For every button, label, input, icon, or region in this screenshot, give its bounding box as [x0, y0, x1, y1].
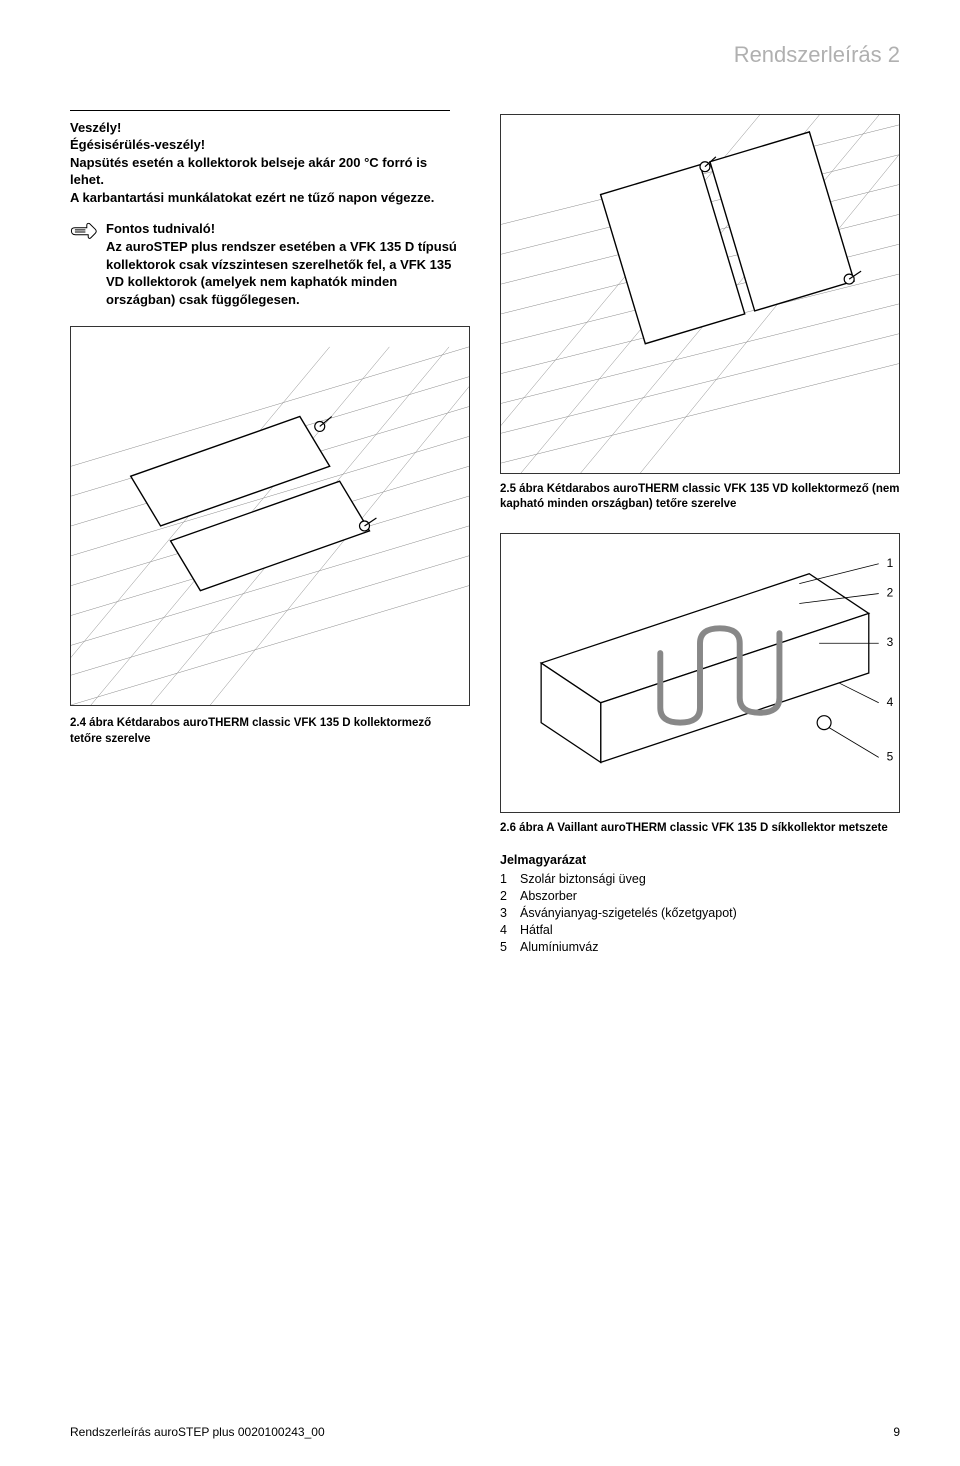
fig25-caption-lead: 2.5 ábra — [500, 483, 543, 495]
fig25-drawing — [501, 115, 899, 473]
fig24-caption-lead: 2.4 ábra — [70, 717, 113, 729]
legend-text: Ásványianyag-szigetelés (kőzetgyapot) — [520, 905, 737, 922]
fig26-caption: 2.6 ábra A Vaillant auroTHERM classic VF… — [500, 821, 900, 837]
fig26-drawing: 1 2 3 4 5 — [501, 534, 899, 812]
legend-text: Alumíniumváz — [520, 939, 599, 956]
important-notice: Fontos tudnivaló! Az auroSTEP plus rends… — [70, 220, 470, 308]
warning-subtitle: Égésisérülés-veszély! — [70, 136, 450, 154]
legend-text: Abszorber — [520, 888, 577, 905]
callout-1: 1 — [887, 555, 894, 569]
figure-2-6: 1 2 3 4 5 — [500, 533, 900, 813]
legend-num: 1 — [500, 871, 512, 888]
legend-num: 3 — [500, 905, 512, 922]
pointing-hand-icon — [70, 221, 98, 243]
legend-row-2: 2 Abszorber — [500, 888, 900, 905]
fig25-caption-rest: Kétdarabos auroTHERM classic VFK 135 VD … — [500, 483, 899, 511]
legend-row-4: 4 Hátfal — [500, 922, 900, 939]
footer-doc-id: Rendszerleírás auroSTEP plus 0020100243_… — [70, 1424, 325, 1440]
right-column: 2.5 ábra Kétdarabos auroTHERM classic VF… — [500, 110, 900, 956]
page-footer: Rendszerleírás auroSTEP plus 0020100243_… — [70, 1424, 900, 1440]
legend: Jelmagyarázat 1 Szolár biztonsági üveg 2… — [500, 852, 900, 955]
fig26-caption-lead: 2.6 ábra — [500, 822, 543, 834]
legend-title: Jelmagyarázat — [500, 852, 900, 869]
fig24-caption-rest: Kétdarabos auroTHERM classic VFK 135 D k… — [70, 717, 431, 745]
warning-body-2: A karbantartási munkálatokat ezért ne tű… — [70, 189, 450, 207]
callout-3: 3 — [887, 635, 894, 649]
fig24-caption: 2.4 ábra Kétdarabos auroTHERM classic VF… — [70, 716, 460, 747]
notice-body: Az auroSTEP plus rendszer esetében a VFK… — [106, 238, 470, 308]
legend-text: Hátfal — [520, 922, 553, 939]
callout-4: 4 — [887, 694, 894, 708]
legend-row-3: 3 Ásványianyag-szigetelés (kőzetgyapot) — [500, 905, 900, 922]
legend-num: 2 — [500, 888, 512, 905]
warning-title: Veszély! — [70, 119, 450, 137]
left-column: Veszély! Égésisérülés-veszély! Napsütés … — [70, 110, 470, 956]
fig26-caption-rest: A Vaillant auroTHERM classic VFK 135 D s… — [546, 822, 888, 834]
fig24-drawing — [71, 327, 469, 705]
footer-page-number: 9 — [893, 1424, 900, 1440]
page-section-title: Rendszerleírás 2 — [70, 40, 900, 70]
legend-num: 5 — [500, 939, 512, 956]
callout-5: 5 — [887, 749, 894, 763]
callout-2: 2 — [887, 585, 894, 599]
figure-2-5 — [500, 114, 900, 474]
legend-row-5: 5 Alumíniumváz — [500, 939, 900, 956]
warning-body-1: Napsütés esetén a kollektorok belseje ak… — [70, 154, 450, 189]
legend-num: 4 — [500, 922, 512, 939]
danger-warning: Veszély! Égésisérülés-veszély! Napsütés … — [70, 110, 450, 207]
legend-text: Szolár biztonsági üveg — [520, 871, 646, 888]
figure-2-4 — [70, 326, 470, 706]
notice-title: Fontos tudnivaló! — [106, 220, 470, 238]
legend-row-1: 1 Szolár biztonsági üveg — [500, 871, 900, 888]
fig25-caption: 2.5 ábra Kétdarabos auroTHERM classic VF… — [500, 482, 900, 513]
